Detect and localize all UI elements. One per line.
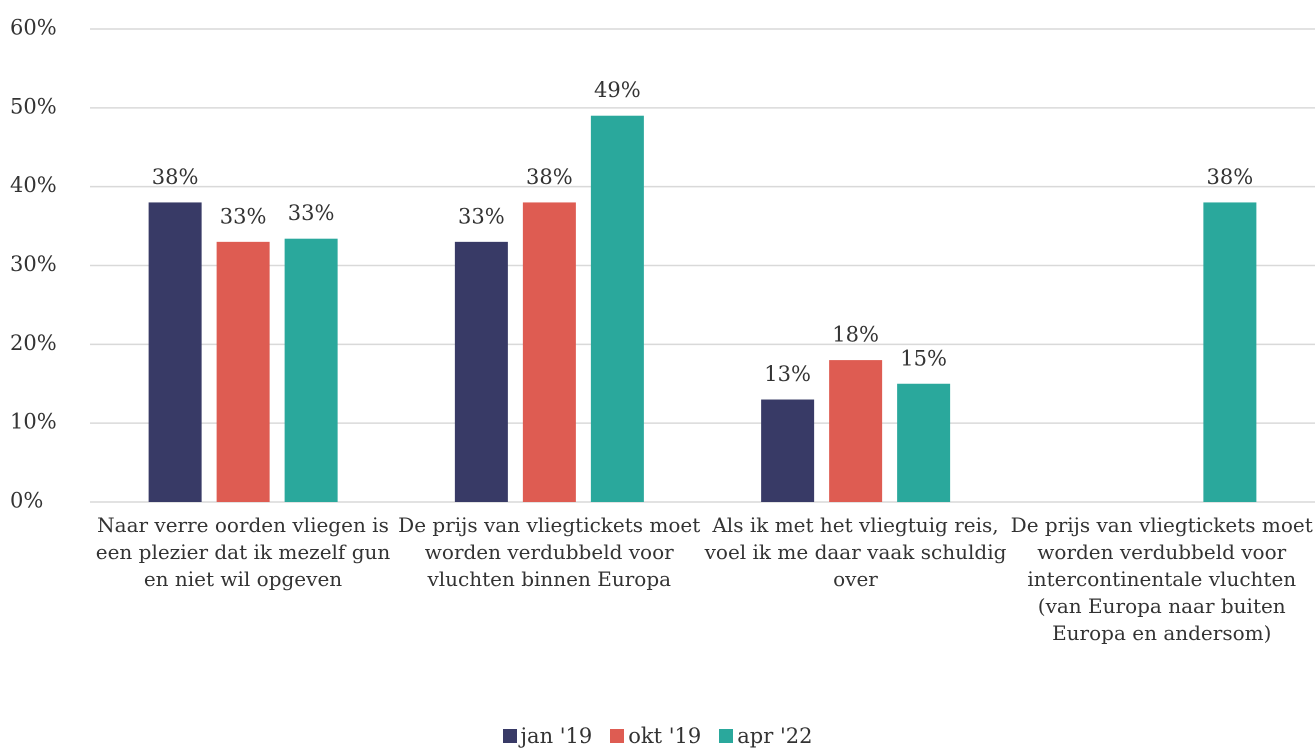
- bar: [522, 202, 576, 502]
- bar: [897, 383, 951, 502]
- x-tick-label: De prijs van vliegtickets moet worden ve…: [1010, 513, 1313, 645]
- data-label: 18%: [832, 323, 879, 347]
- y-tick-label: 0%: [10, 489, 43, 513]
- bar: [590, 115, 644, 502]
- legend-swatch: [610, 729, 625, 743]
- legend: jan '19 okt '19 apr '22: [0, 724, 1315, 748]
- data-label: 15%: [900, 346, 947, 370]
- bar: [284, 238, 338, 503]
- y-tick-label: 20%: [10, 331, 57, 355]
- bar: [829, 360, 883, 502]
- legend-swatch: [719, 729, 734, 743]
- data-label: 38%: [152, 165, 199, 189]
- legend-label: okt '19: [628, 724, 702, 748]
- legend-label: apr '22: [737, 724, 813, 748]
- bar: [761, 399, 815, 502]
- y-tick-label: 50%: [10, 94, 57, 118]
- x-tick-label: De prijs van vliegtickets moet worden ve…: [398, 513, 701, 591]
- y-tick-label: 60%: [10, 16, 57, 40]
- y-tick-label: 30%: [10, 252, 57, 276]
- data-label: 33%: [458, 204, 505, 228]
- bar: [454, 241, 508, 502]
- y-tick-label: 40%: [10, 173, 57, 197]
- data-label: 49%: [594, 78, 641, 102]
- x-tick-label: Als ik met het vliegtuig reis, voel ik m…: [704, 513, 1007, 591]
- legend-item: okt '19: [610, 724, 701, 748]
- legend-label: jan '19: [520, 724, 593, 748]
- data-label: 38%: [526, 165, 573, 189]
- bar: [216, 241, 270, 502]
- data-label: 33%: [288, 201, 335, 225]
- legend-item: jan '19: [502, 724, 593, 748]
- y-tick-label: 10%: [10, 410, 57, 434]
- data-label: 38%: [1207, 165, 1254, 189]
- data-label: 13%: [764, 362, 811, 386]
- x-tick-label: Naar verre oorden vliegen is een plezier…: [95, 513, 391, 591]
- bar: [1203, 202, 1257, 502]
- data-label: 33%: [220, 204, 267, 228]
- bar: [148, 202, 202, 502]
- legend-swatch: [502, 729, 517, 743]
- legend-item: apr '22: [719, 724, 812, 748]
